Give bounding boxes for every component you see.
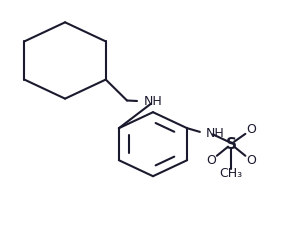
Text: NH: NH (144, 95, 162, 108)
Text: O: O (207, 154, 216, 167)
Text: O: O (246, 123, 256, 136)
Text: NH: NH (205, 127, 224, 140)
Text: O: O (246, 154, 256, 167)
Text: CH₃: CH₃ (219, 167, 243, 180)
Text: S: S (226, 137, 237, 152)
